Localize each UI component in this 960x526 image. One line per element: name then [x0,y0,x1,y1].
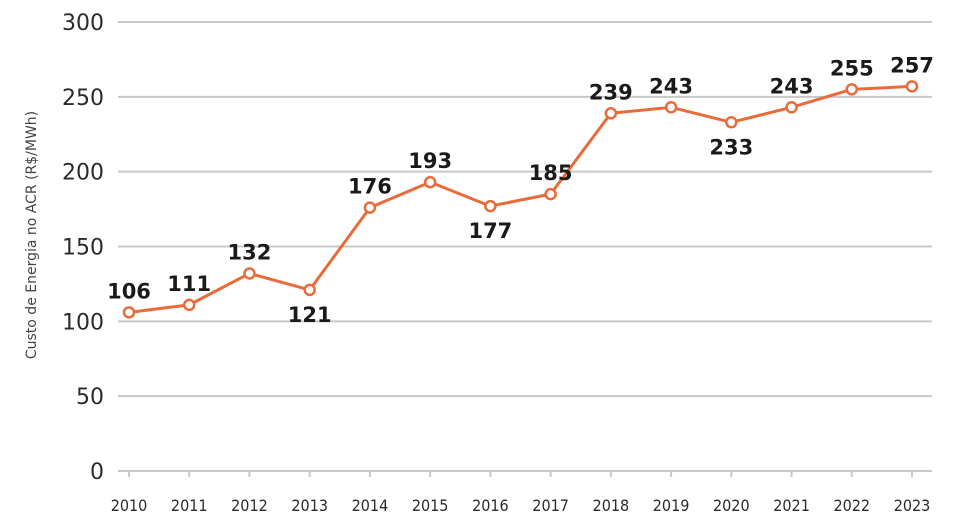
data-label: 132 [228,240,272,264]
y-tick-label: 200 [62,161,104,186]
x-tick-label: 2019 [653,496,690,515]
data-point [122,306,136,319]
y-axis-title: Custo de Energia no ACR (R$/MWh) [24,111,40,359]
data-point [725,116,738,129]
x-tick-label: 2018 [593,496,630,515]
data-point [363,201,377,214]
data-point [785,101,798,114]
gridlines [118,21,932,472]
x-axis-ticks: 2010 2011 2012 2013 2014 2015 2016 2017 2018 2019… [111,471,931,515]
data-label: 243 [770,74,814,98]
data-label: 111 [167,272,211,296]
data-point [544,187,557,201]
x-tick-label: 2013 [291,496,328,515]
series-layer [122,80,919,319]
x-tick-label: 2020 [713,496,750,515]
x-tick-label: 2016 [472,496,509,515]
data-point [604,107,618,120]
data-point [303,283,316,297]
y-tick-label: 100 [62,310,104,335]
x-tick-label: 2012 [231,496,268,515]
data-label: 255 [830,56,874,80]
data-label: 257 [890,53,934,77]
data-label: 106 [107,279,151,303]
data-label: 176 [348,175,392,199]
x-tick-label: 2010 [111,496,148,515]
data-point [845,83,859,96]
data-point [243,267,256,280]
y-axis-ticks: 0 50 100 150 200 250 300 [62,11,104,485]
x-tick-label: 2021 [773,496,810,515]
data-labels: 106 111 132 121 176 193 177 185 239 243 233 243 255 2… [107,53,934,327]
x-tick-label: 2015 [412,496,449,515]
data-point [423,175,437,189]
data-label: 193 [408,149,452,173]
x-tick-label: 2017 [532,496,569,515]
data-point [182,298,196,312]
x-tick-label: 2022 [833,496,870,515]
data-label: 243 [649,74,693,98]
x-tick-label: 2023 [894,496,931,515]
y-tick-label: 300 [62,11,104,36]
y-tick-label: 0 [90,460,104,485]
data-label: 233 [709,135,753,159]
series-line [127,84,914,314]
data-point [484,199,497,213]
data-point [664,101,678,114]
data-label: 121 [288,303,332,327]
data-label: 177 [468,219,512,243]
data-point [905,80,919,93]
y-tick-label: 50 [76,385,104,410]
y-tick-label: 250 [62,86,104,111]
y-tick-label: 150 [62,236,104,261]
data-label: 239 [589,80,633,104]
data-label: 185 [529,161,573,185]
x-tick-label: 2011 [171,496,208,515]
x-tick-label: 2014 [352,496,389,515]
